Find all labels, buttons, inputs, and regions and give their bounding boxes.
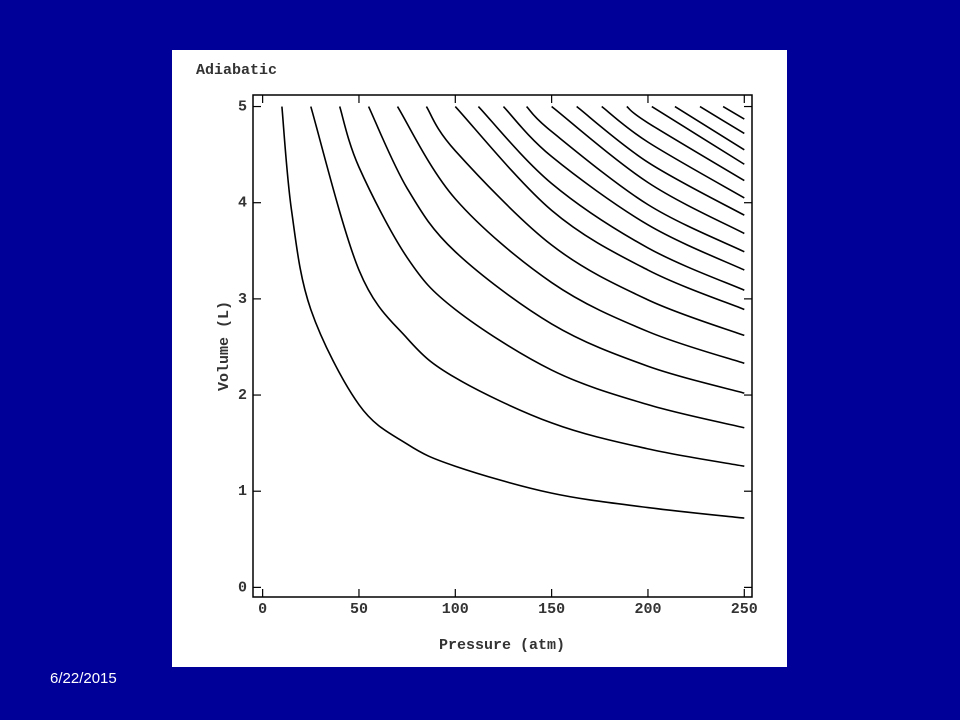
curve (338, 106, 745, 429)
curve (526, 105, 745, 253)
y-tick-label: 4 (238, 195, 247, 212)
x-tick-label: 200 (634, 601, 661, 618)
x-tick-label: 50 (350, 601, 368, 618)
chart-panel (172, 50, 787, 667)
curve (551, 105, 745, 235)
curve (576, 105, 745, 216)
curve (477, 105, 745, 291)
curve (502, 105, 745, 271)
x-tick-label: 150 (538, 601, 565, 618)
curve (396, 106, 745, 365)
plot-frame (252, 94, 753, 598)
chart-title: Adiabatic (196, 62, 277, 79)
x-tick-label: 0 (258, 601, 267, 618)
curve (454, 105, 745, 311)
y-tick-label: 5 (238, 99, 247, 116)
x-tick-label: 250 (731, 601, 758, 618)
curve (674, 105, 745, 151)
curve (601, 105, 745, 199)
y-tick-label: 3 (238, 291, 247, 308)
y-axis-label: Volume (L) (216, 301, 233, 391)
curve (651, 105, 745, 165)
curve (626, 105, 745, 182)
x-axis-label: Pressure (atm) (439, 637, 565, 654)
curve (699, 105, 745, 135)
y-tick-label: 0 (238, 579, 247, 596)
y-tick-label: 1 (238, 483, 247, 500)
y-tick-label: 2 (238, 387, 247, 404)
date: 6/22/2015 (50, 670, 117, 687)
curve (367, 106, 745, 394)
curve (281, 106, 745, 519)
curve (425, 106, 745, 337)
curve (722, 105, 745, 120)
x-tick-label: 100 (442, 601, 469, 618)
curve (310, 106, 745, 467)
